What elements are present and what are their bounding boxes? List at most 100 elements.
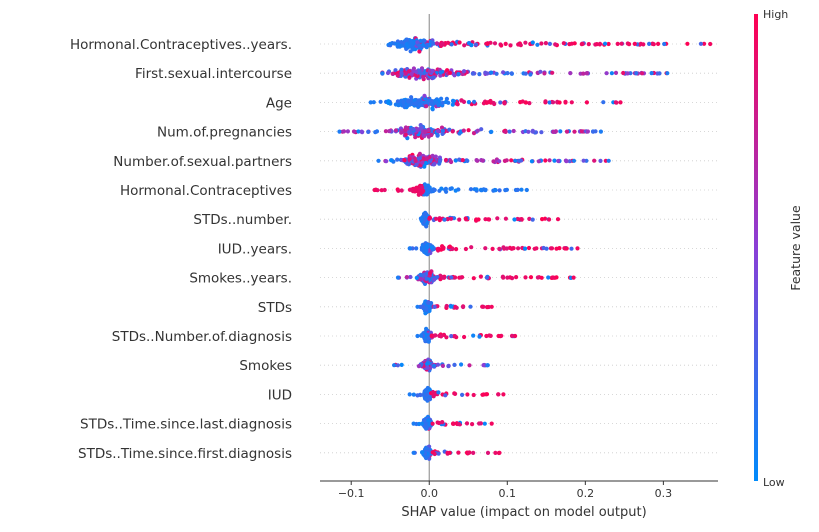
shap-point bbox=[437, 333, 442, 338]
shap-point bbox=[466, 450, 471, 455]
shap-point bbox=[538, 69, 543, 74]
shap-point bbox=[462, 334, 467, 340]
shap-point bbox=[395, 43, 400, 48]
shap-point bbox=[511, 128, 516, 134]
shap-point bbox=[420, 160, 425, 165]
shap-point bbox=[423, 396, 428, 401]
shap-point bbox=[416, 192, 421, 197]
shap-point bbox=[480, 158, 485, 163]
shap-point bbox=[435, 362, 441, 367]
shap-point bbox=[426, 339, 431, 344]
shap-point bbox=[470, 71, 475, 76]
feature-labels: Hormonal.Contraceptives..years. First.sex… bbox=[70, 37, 292, 462]
shap-point bbox=[429, 102, 435, 107]
feature-label: IUD bbox=[268, 387, 292, 403]
shap-point bbox=[440, 420, 445, 425]
shap-point bbox=[571, 158, 577, 163]
shap-point bbox=[468, 187, 474, 192]
shap-point bbox=[429, 245, 434, 250]
shap-point bbox=[516, 246, 521, 251]
shap-point bbox=[420, 42, 426, 47]
shap-point bbox=[423, 160, 428, 166]
shap-point bbox=[541, 245, 546, 251]
shap-point bbox=[551, 100, 556, 105]
shap-point bbox=[581, 158, 586, 163]
shap-point bbox=[411, 66, 416, 71]
shap-point bbox=[399, 188, 404, 193]
shap-point bbox=[426, 335, 431, 340]
shap-point bbox=[554, 275, 559, 280]
shap-point bbox=[484, 275, 489, 280]
shap-point bbox=[535, 42, 540, 47]
shap-point bbox=[461, 304, 466, 310]
shap-point bbox=[485, 305, 490, 310]
shap-point bbox=[419, 217, 424, 222]
shap-point bbox=[487, 217, 492, 222]
shap-point bbox=[419, 333, 424, 338]
shap-point bbox=[422, 134, 427, 139]
shap-point bbox=[456, 450, 461, 455]
shap-point bbox=[399, 70, 404, 75]
shap-point bbox=[448, 304, 454, 309]
shap-point bbox=[411, 450, 416, 455]
shap-point bbox=[489, 129, 494, 134]
shap-point bbox=[501, 245, 506, 250]
shap-point bbox=[417, 98, 422, 103]
shap-point bbox=[547, 217, 552, 222]
shap-point bbox=[430, 68, 435, 73]
shap-point bbox=[606, 41, 611, 47]
shap-point bbox=[465, 392, 470, 397]
shap-point bbox=[434, 41, 439, 46]
shap-point bbox=[555, 217, 561, 222]
shap-point bbox=[424, 392, 429, 397]
shap-point bbox=[475, 128, 480, 133]
shap-point bbox=[436, 390, 441, 395]
colorbar bbox=[754, 14, 758, 481]
shap-point bbox=[433, 98, 438, 103]
shap-point bbox=[419, 304, 424, 309]
shap-point bbox=[539, 130, 544, 135]
shap-point bbox=[448, 216, 454, 221]
shap-point bbox=[449, 275, 454, 280]
shap-point bbox=[417, 156, 422, 161]
shap-point bbox=[625, 71, 630, 76]
shap-point bbox=[407, 392, 412, 397]
shap-point bbox=[395, 363, 400, 368]
shap-point bbox=[406, 69, 411, 74]
colorbar-high-label: High bbox=[763, 8, 788, 21]
colorbar-title: Feature value bbox=[788, 205, 803, 291]
shap-point bbox=[613, 100, 618, 105]
x-tick-label: 0.3 bbox=[655, 487, 673, 500]
shap-point bbox=[539, 41, 544, 46]
shap-point bbox=[411, 127, 416, 132]
shap-point bbox=[477, 334, 482, 339]
shap-point bbox=[529, 159, 535, 164]
shap-point bbox=[513, 333, 518, 339]
shap-point bbox=[450, 129, 455, 134]
shap-point bbox=[527, 216, 532, 221]
shap-point bbox=[523, 71, 528, 76]
shap-point bbox=[649, 71, 654, 76]
shap-point bbox=[513, 158, 518, 163]
shap-point bbox=[480, 304, 485, 309]
x-axis-ticks: −0.1 0.0 0.1 0.2 0.3 bbox=[338, 481, 672, 500]
shap-point bbox=[564, 246, 569, 251]
shap-point bbox=[481, 392, 486, 397]
shap-point bbox=[408, 49, 413, 54]
shap-point bbox=[634, 71, 639, 76]
shap-point bbox=[460, 275, 465, 280]
shap-point bbox=[569, 41, 574, 46]
shap-point bbox=[418, 38, 423, 44]
shap-point bbox=[536, 159, 541, 164]
shap-point bbox=[509, 333, 515, 338]
shap-point bbox=[396, 188, 401, 193]
shap-point bbox=[606, 158, 611, 163]
shap-point bbox=[556, 158, 561, 164]
shap-point bbox=[379, 188, 384, 193]
shap-point bbox=[547, 100, 552, 105]
shap-point bbox=[452, 334, 457, 339]
shap-point bbox=[552, 158, 557, 163]
shap-point bbox=[581, 71, 586, 76]
shap-point bbox=[557, 100, 562, 105]
shap-point bbox=[414, 162, 419, 167]
